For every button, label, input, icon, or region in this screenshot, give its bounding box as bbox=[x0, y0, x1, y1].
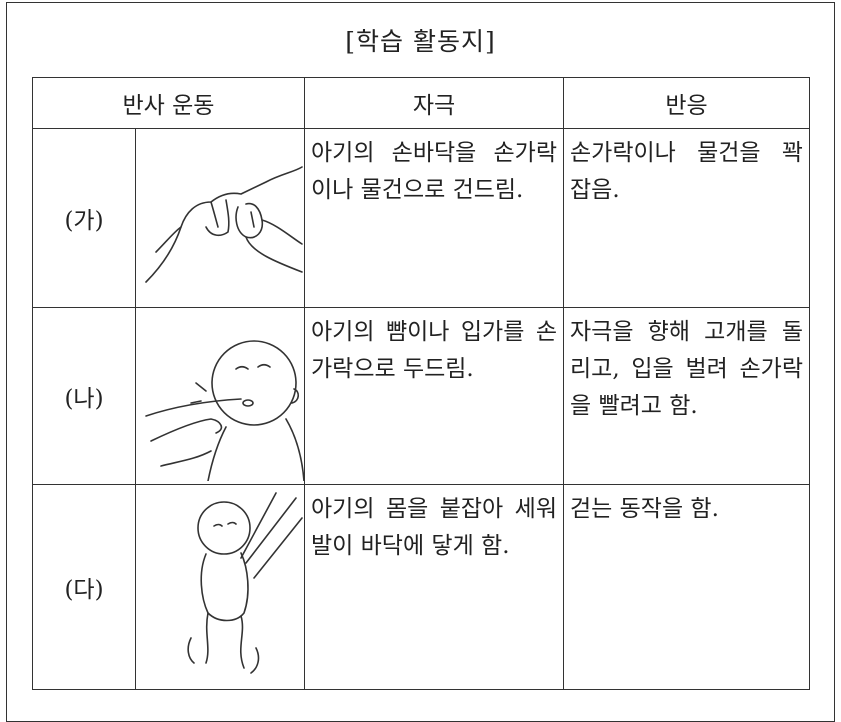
stepping-illustration bbox=[187, 492, 303, 674]
image-cell bbox=[135, 484, 305, 690]
image-cell bbox=[135, 128, 305, 308]
rooting-illustration bbox=[145, 340, 304, 481]
header-cell: 자극 bbox=[304, 77, 564, 129]
header-cell: 반응 bbox=[563, 77, 810, 129]
response-text: 걷는 동작을 함. bbox=[563, 484, 810, 690]
response-text: 자극을 향해 고개를 돌리고, 입을 벌려 손가락을 빨려고 함. bbox=[563, 307, 810, 485]
grasp-illustration bbox=[145, 166, 303, 283]
row-label: (나) bbox=[32, 307, 136, 485]
image-cell bbox=[135, 307, 305, 485]
response-text: 손가락이나 물건을 꽉 잡음. bbox=[563, 128, 810, 308]
page: {"title": "[학습 활동지]", "table": { "header… bbox=[6, 2, 835, 722]
table-row: (나) 아기의 뺨이나 입가를 손가락으로 두드림. 자극을 향해 고개를 돌리… bbox=[32, 307, 810, 485]
row-label: (다) bbox=[32, 484, 136, 690]
table-row: (가) 아기의 손바닥을 손가락이나 물건으로 건드림. 손가락이나 물건을 꽉… bbox=[32, 128, 810, 308]
activity-table: 반사 운동 자극 반응 (가) 아기의 손바닥을 손가락이나 물건으로 건드림.… bbox=[32, 77, 810, 690]
header-row: 반사 운동 자극 반응 bbox=[32, 77, 810, 129]
header-cell: 반사 운동 bbox=[32, 77, 305, 129]
stimulus-text: 아기의 몸을 붙잡아 세워 발이 바닥에 닿게 함. bbox=[304, 484, 564, 690]
stimulus-text: 아기의 뺨이나 입가를 손가락으로 두드림. bbox=[304, 307, 564, 485]
table-row: (다) 아기의 몸을 붙잡아 세워 발이 바닥에 닿게 함. 걷는 동작을 함. bbox=[32, 484, 810, 690]
stimulus-text: 아기의 손바닥을 손가락이나 물건으로 건드림. bbox=[304, 128, 564, 308]
row-label: (가) bbox=[32, 128, 136, 308]
sheet-title: [학습 활동지] bbox=[345, 27, 496, 56]
